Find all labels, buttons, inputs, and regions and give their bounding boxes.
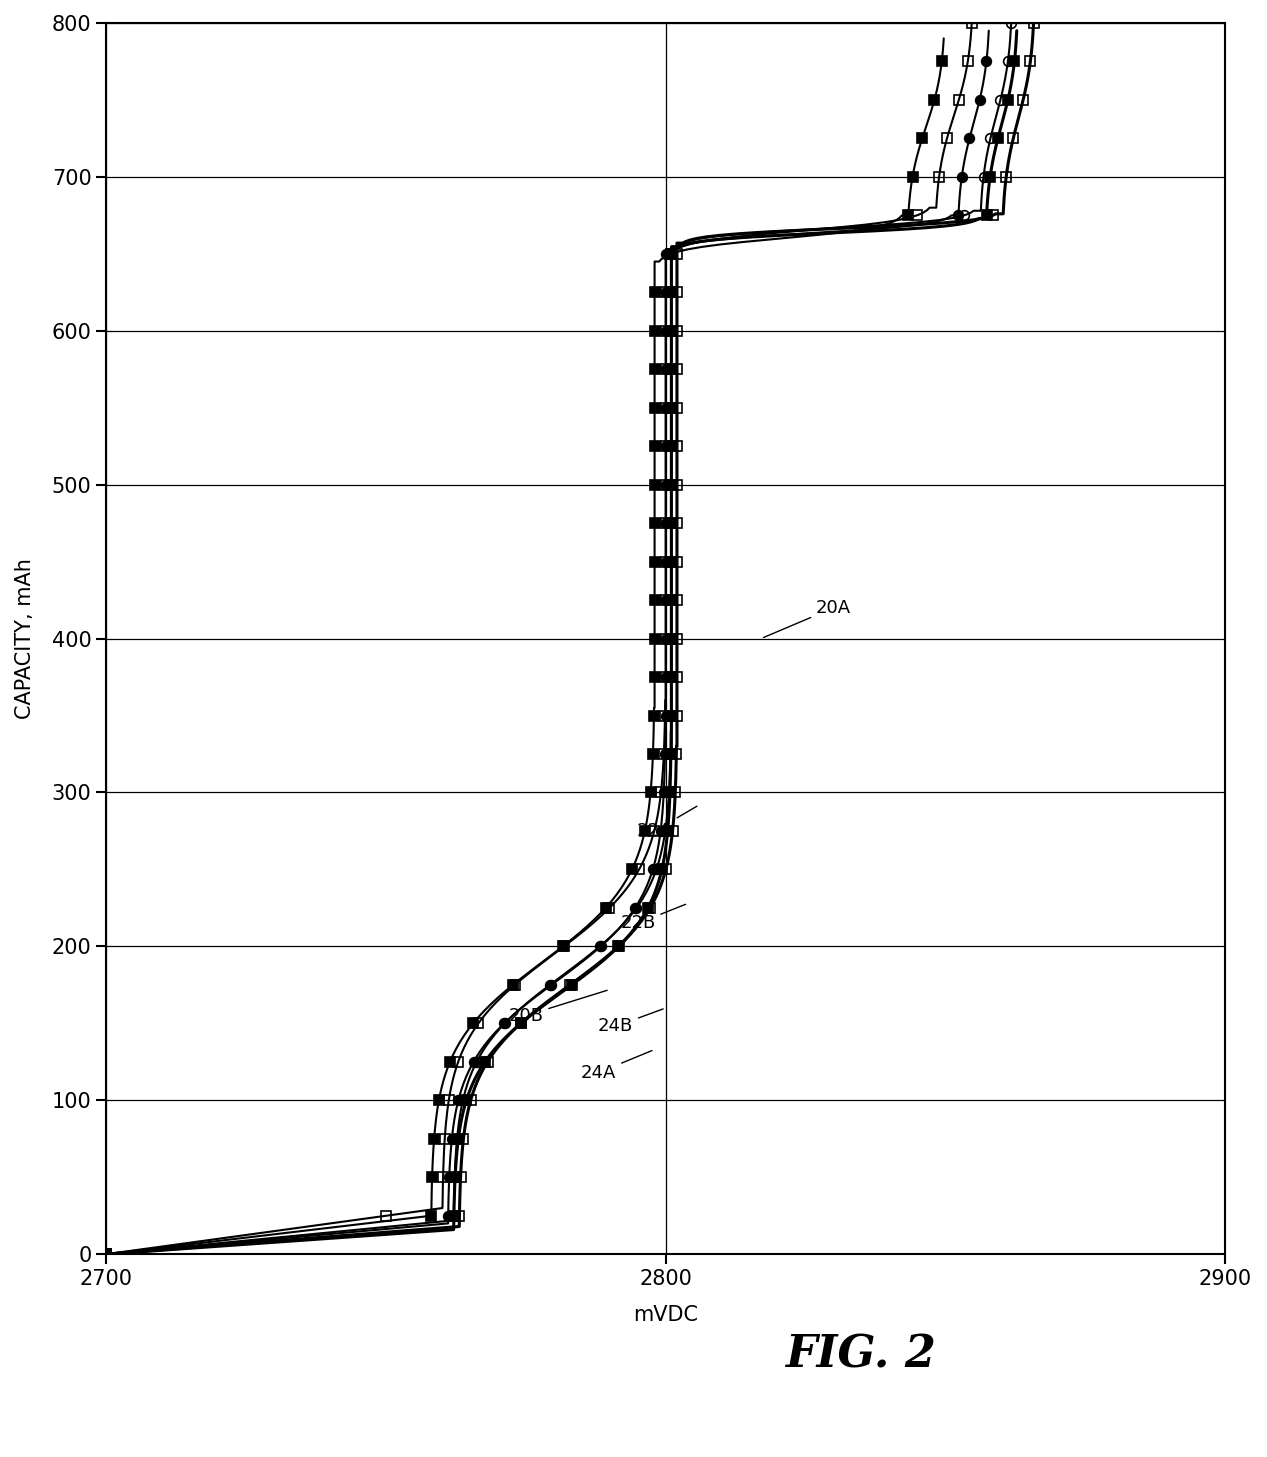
Text: 24A: 24A <box>582 1050 653 1081</box>
Text: 24B: 24B <box>598 1008 663 1036</box>
Text: 20B: 20B <box>508 991 607 1024</box>
Text: 22B: 22B <box>620 905 685 932</box>
Text: 20A: 20A <box>764 599 851 638</box>
X-axis label: mVDC: mVDC <box>634 1305 698 1326</box>
Text: FIG. 2: FIG. 2 <box>786 1333 936 1377</box>
Y-axis label: CAPACITY, mAh: CAPACITY, mAh <box>15 558 35 720</box>
Text: 22A: 22A <box>637 806 697 841</box>
